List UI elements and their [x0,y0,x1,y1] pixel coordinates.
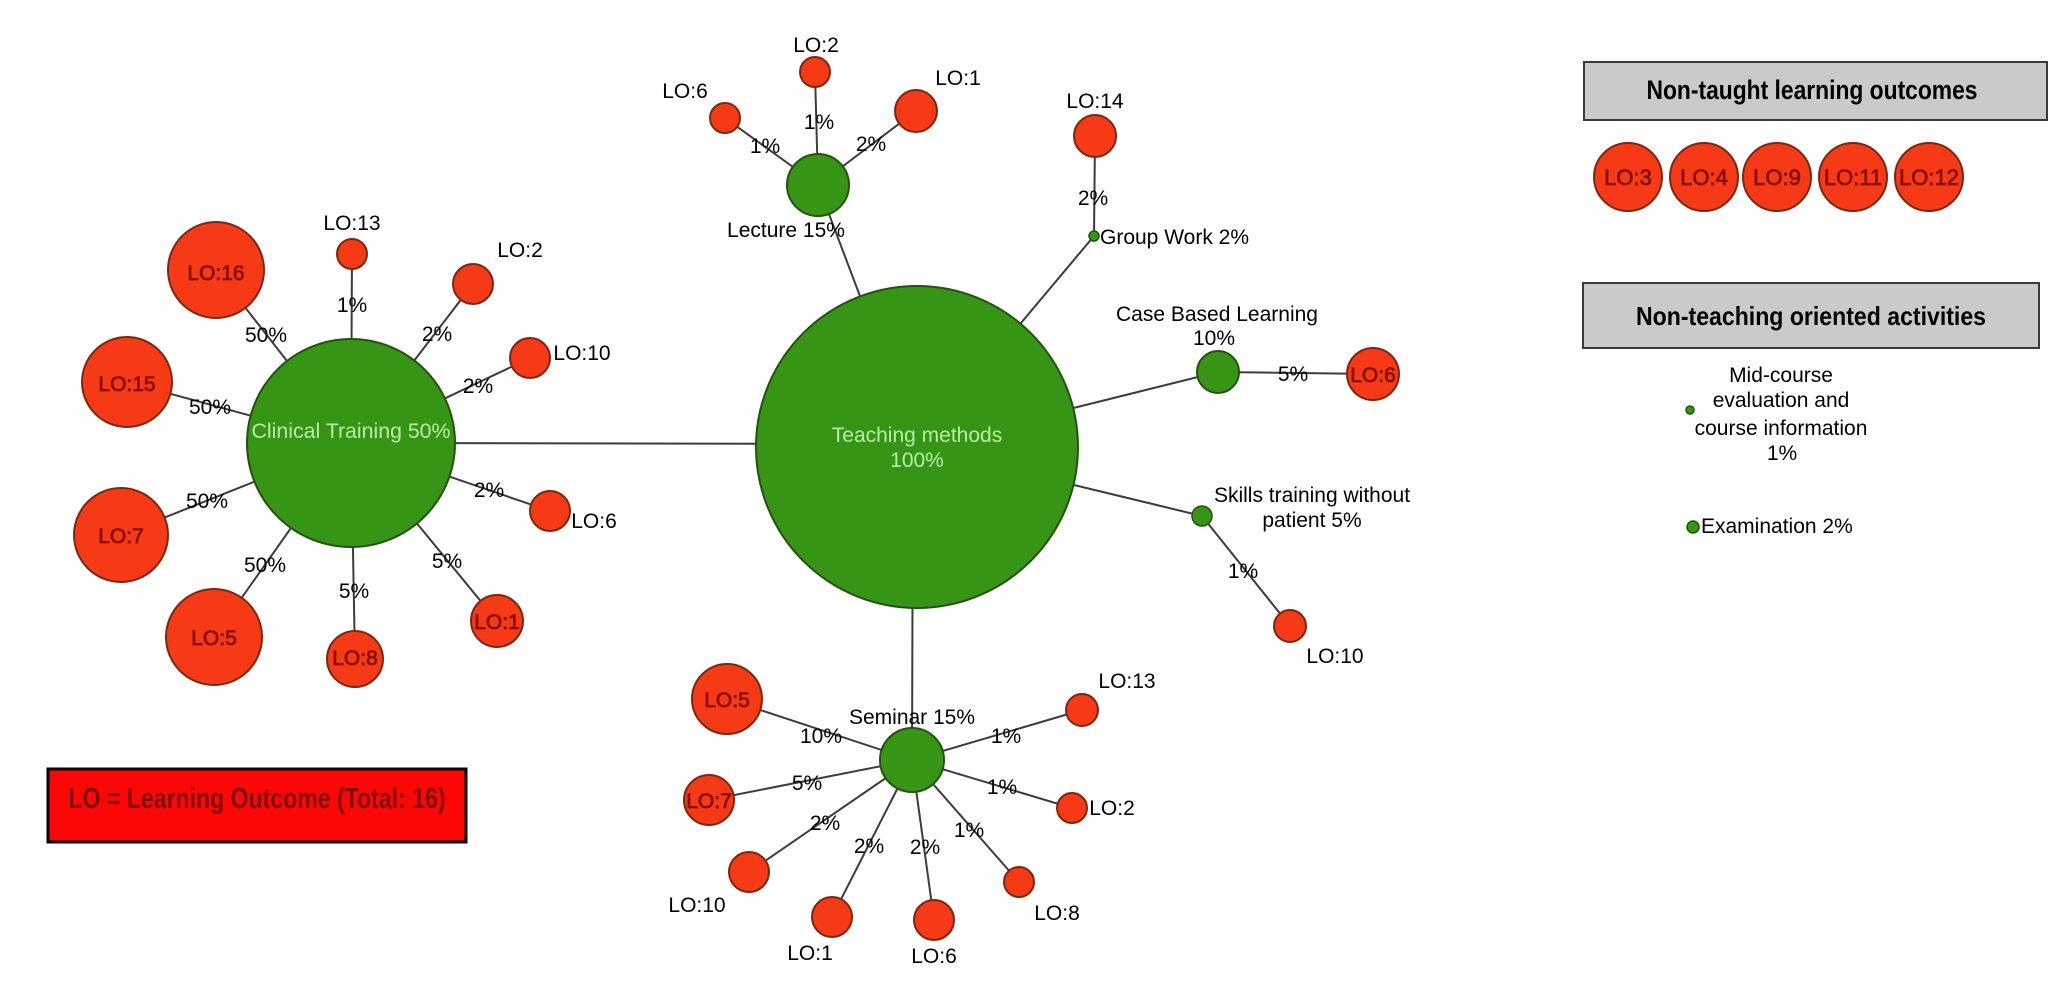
svg-text:2%: 2% [854,835,884,858]
svg-text:1%: 1% [750,135,780,158]
svg-text:Mid-course: Mid-course [1729,364,1833,387]
svg-text:evaluation and: evaluation and [1713,389,1850,412]
svg-text:2%: 2% [422,323,452,346]
svg-text:Group Work 2%: Group Work 2% [1100,226,1249,249]
svg-text:LO:7: LO:7 [686,790,732,813]
svg-text:LO = Learning Outcome (Total:: LO = Learning Outcome (Total: 16) [69,783,446,815]
svg-text:LO:8: LO:8 [332,647,378,670]
svg-text:LO:11: LO:11 [1824,165,1882,190]
svg-text:2%: 2% [810,812,840,835]
svg-text:LO:2: LO:2 [1089,797,1135,820]
svg-text:LO:2: LO:2 [497,239,543,262]
svg-text:2%: 2% [910,836,940,859]
svg-text:LO:8: LO:8 [1034,902,1080,925]
svg-text:1%: 1% [987,776,1017,799]
svg-text:LO:7: LO:7 [98,525,144,548]
svg-text:LO:6: LO:6 [911,945,957,968]
svg-text:LO:10: LO:10 [1306,645,1363,668]
svg-text:1%: 1% [954,819,984,842]
svg-text:1%: 1% [991,725,1021,748]
svg-text:LO:3: LO:3 [1604,165,1652,190]
svg-text:Teaching methods: Teaching methods [832,424,1002,447]
svg-text:LO:12: LO:12 [1899,165,1959,190]
svg-text:LO:13: LO:13 [1098,670,1155,693]
svg-text:1%: 1% [804,111,834,134]
svg-text:5%: 5% [1278,363,1308,386]
svg-text:LO:15: LO:15 [98,373,155,396]
svg-text:LO:9: LO:9 [1753,165,1801,190]
svg-text:LO:14: LO:14 [1066,90,1124,113]
svg-text:Lecture 15%: Lecture 15% [727,219,845,242]
svg-text:10%: 10% [1193,327,1235,350]
svg-text:1%: 1% [337,294,367,317]
svg-text:2%: 2% [463,375,493,398]
svg-text:Clinical Training 50%: Clinical Training 50% [252,420,451,443]
svg-text:LO:6: LO:6 [662,80,708,103]
svg-text:Case Based Learning: Case Based Learning [1116,303,1318,326]
svg-text:5%: 5% [432,550,462,573]
svg-text:2%: 2% [856,133,886,156]
svg-text:LO:13: LO:13 [323,212,380,235]
svg-text:LO:1: LO:1 [474,611,520,634]
svg-text:5%: 5% [792,772,822,795]
svg-text:LO:6: LO:6 [571,510,617,533]
svg-text:LO:1: LO:1 [935,67,981,90]
svg-text:LO:2: LO:2 [793,34,839,57]
svg-text:LO:10: LO:10 [553,342,610,365]
svg-text:100%: 100% [890,449,944,472]
svg-text:50%: 50% [189,396,231,419]
svg-text:LO:4: LO:4 [1680,165,1728,190]
svg-text:Non-teaching oriented activiti: Non-teaching oriented activities [1636,301,1986,331]
svg-text:Examination 2%: Examination 2% [1701,515,1853,538]
svg-text:LO:16: LO:16 [187,262,244,285]
svg-text:50%: 50% [244,554,286,577]
svg-text:LO:1: LO:1 [787,942,833,965]
svg-text:patient 5%: patient 5% [1262,509,1361,532]
svg-text:1%: 1% [1767,442,1797,465]
svg-text:LO:10: LO:10 [668,894,725,917]
svg-text:Skills training without: Skills training without [1214,484,1410,507]
svg-text:10%: 10% [800,725,842,748]
svg-text:LO:6: LO:6 [1350,364,1396,387]
svg-text:Seminar 15%: Seminar 15% [849,706,975,729]
svg-text:50%: 50% [245,324,287,347]
svg-text:2%: 2% [1078,187,1108,210]
svg-text:5%: 5% [339,580,369,603]
svg-text:LO:5: LO:5 [704,689,750,712]
svg-text:1%: 1% [1228,560,1258,583]
svg-text:course information: course information [1695,417,1868,440]
svg-text:Non-taught learning outcomes: Non-taught learning outcomes [1647,75,1978,105]
svg-text:50%: 50% [186,490,228,513]
svg-text:LO:5: LO:5 [191,627,237,650]
svg-text:2%: 2% [474,479,504,502]
